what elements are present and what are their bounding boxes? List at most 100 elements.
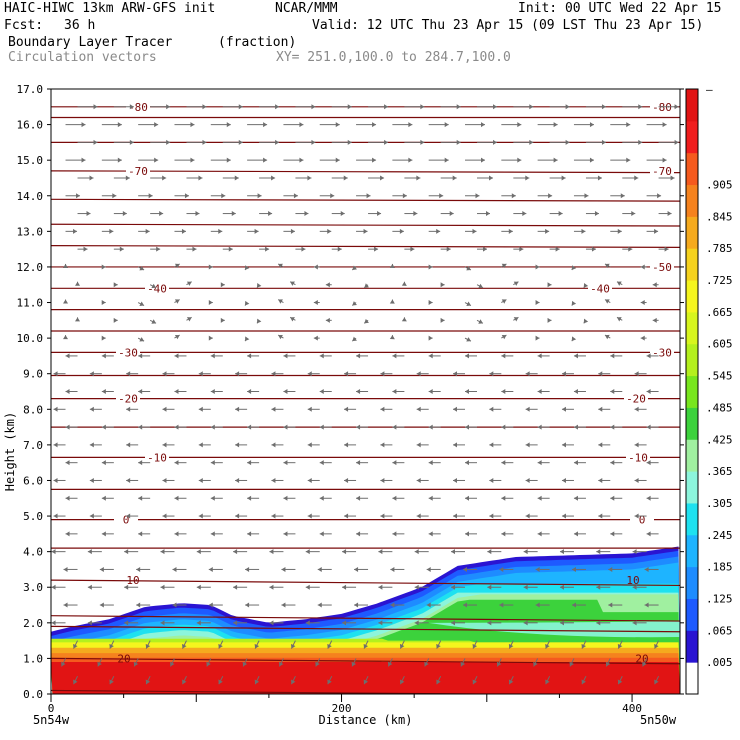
vector-head (489, 371, 494, 377)
vector-head (489, 406, 494, 412)
vector-head (247, 495, 252, 501)
vector-head (390, 566, 395, 572)
colorbar-swatch (686, 630, 698, 663)
colorbar-swatch (686, 471, 698, 504)
vector-head (65, 531, 70, 537)
tracer-band-13 (51, 662, 680, 694)
vector-head (125, 175, 130, 181)
vector-head (654, 679, 659, 685)
vector-head (342, 549, 347, 555)
y-tick-label: 5.0 (23, 510, 43, 523)
x-tick-label: 200 (332, 702, 352, 715)
vector-head (344, 406, 349, 412)
vector-head (478, 283, 483, 289)
vector-head (247, 460, 252, 466)
vector-head (581, 228, 586, 234)
vector-head (113, 317, 118, 323)
vector-head (573, 353, 578, 359)
vector-head (610, 389, 615, 394)
vector-head (198, 371, 203, 377)
vector-head (591, 246, 596, 252)
vector-head (356, 424, 361, 430)
vector-head (210, 424, 215, 430)
vector-head (416, 406, 421, 412)
vector-head (198, 513, 203, 519)
vector-head (416, 477, 421, 483)
vector-head (565, 104, 570, 110)
vector-head (499, 602, 504, 608)
vector-head (444, 122, 449, 128)
vector-head (604, 334, 610, 340)
vector-head (235, 406, 240, 412)
vector-head (472, 679, 478, 685)
vector-head (537, 353, 542, 359)
vector-head (463, 602, 468, 608)
vector-head (657, 193, 662, 199)
vector-head (356, 353, 361, 359)
vector-head (392, 353, 397, 359)
vector-head (489, 513, 494, 519)
vector-head (311, 104, 316, 110)
y-tick-label: 0.0 (23, 688, 43, 701)
vector-head (271, 442, 276, 448)
vector-head (440, 317, 445, 323)
colorbar-label: .905 (706, 179, 733, 192)
vector-head (148, 193, 153, 199)
vector-head (97, 661, 102, 667)
vector-head (174, 531, 179, 537)
vector-head (489, 442, 494, 448)
vector-head (75, 317, 81, 322)
vector-head (218, 228, 223, 234)
colorbar-swatch (686, 184, 698, 217)
tracer-fill (51, 546, 680, 694)
vector-head (453, 477, 458, 483)
vector-head (598, 513, 603, 519)
vector-head (181, 228, 186, 234)
vector-head (245, 300, 250, 306)
colorbar-swatch (686, 534, 698, 568)
vector-head (186, 317, 192, 322)
colorbar-swatch (686, 280, 698, 313)
colorbar-top-label: – (706, 83, 713, 96)
vector-head (151, 283, 157, 289)
vector-head (525, 406, 530, 412)
vector-head (439, 193, 444, 199)
vector-head (271, 371, 276, 377)
vector-head (247, 389, 252, 394)
vector-head (283, 460, 288, 466)
vector-head (269, 549, 274, 555)
y-tick-label: 12.0 (17, 261, 44, 274)
vector-head (364, 283, 369, 288)
vector-head (466, 265, 471, 271)
vector-head (537, 424, 542, 430)
vector-head (508, 679, 514, 685)
vector-head (380, 477, 385, 483)
vector-head (327, 679, 332, 685)
vector-head (307, 406, 312, 412)
vector-head (535, 602, 540, 608)
vector-head (617, 643, 623, 649)
field-title: Boundary Layer Tracer (8, 35, 173, 50)
vector-head (597, 175, 602, 181)
vector-head (126, 442, 131, 448)
vector-head (233, 584, 238, 590)
vector-head (378, 620, 383, 626)
vector-head (117, 122, 122, 128)
vector-head (124, 620, 129, 626)
colorbar-swatch (686, 343, 698, 377)
vector-head (451, 584, 456, 590)
vector-head (160, 584, 165, 590)
colorbar-label: .665 (706, 306, 733, 319)
vector-head (344, 513, 349, 519)
vector-head (414, 549, 419, 555)
vector-head (573, 460, 578, 466)
vector-head (559, 549, 564, 555)
vector-head (384, 104, 389, 110)
colorbar-swatch (686, 375, 698, 408)
vector-head (319, 389, 324, 394)
model-title: HAIC-HIWC 13km ARW-GFS init (4, 1, 216, 16)
vector-head (269, 620, 274, 626)
vector-head (377, 211, 382, 217)
vector-head (525, 371, 530, 377)
x-end-label-right: 5n50w (640, 713, 677, 727)
